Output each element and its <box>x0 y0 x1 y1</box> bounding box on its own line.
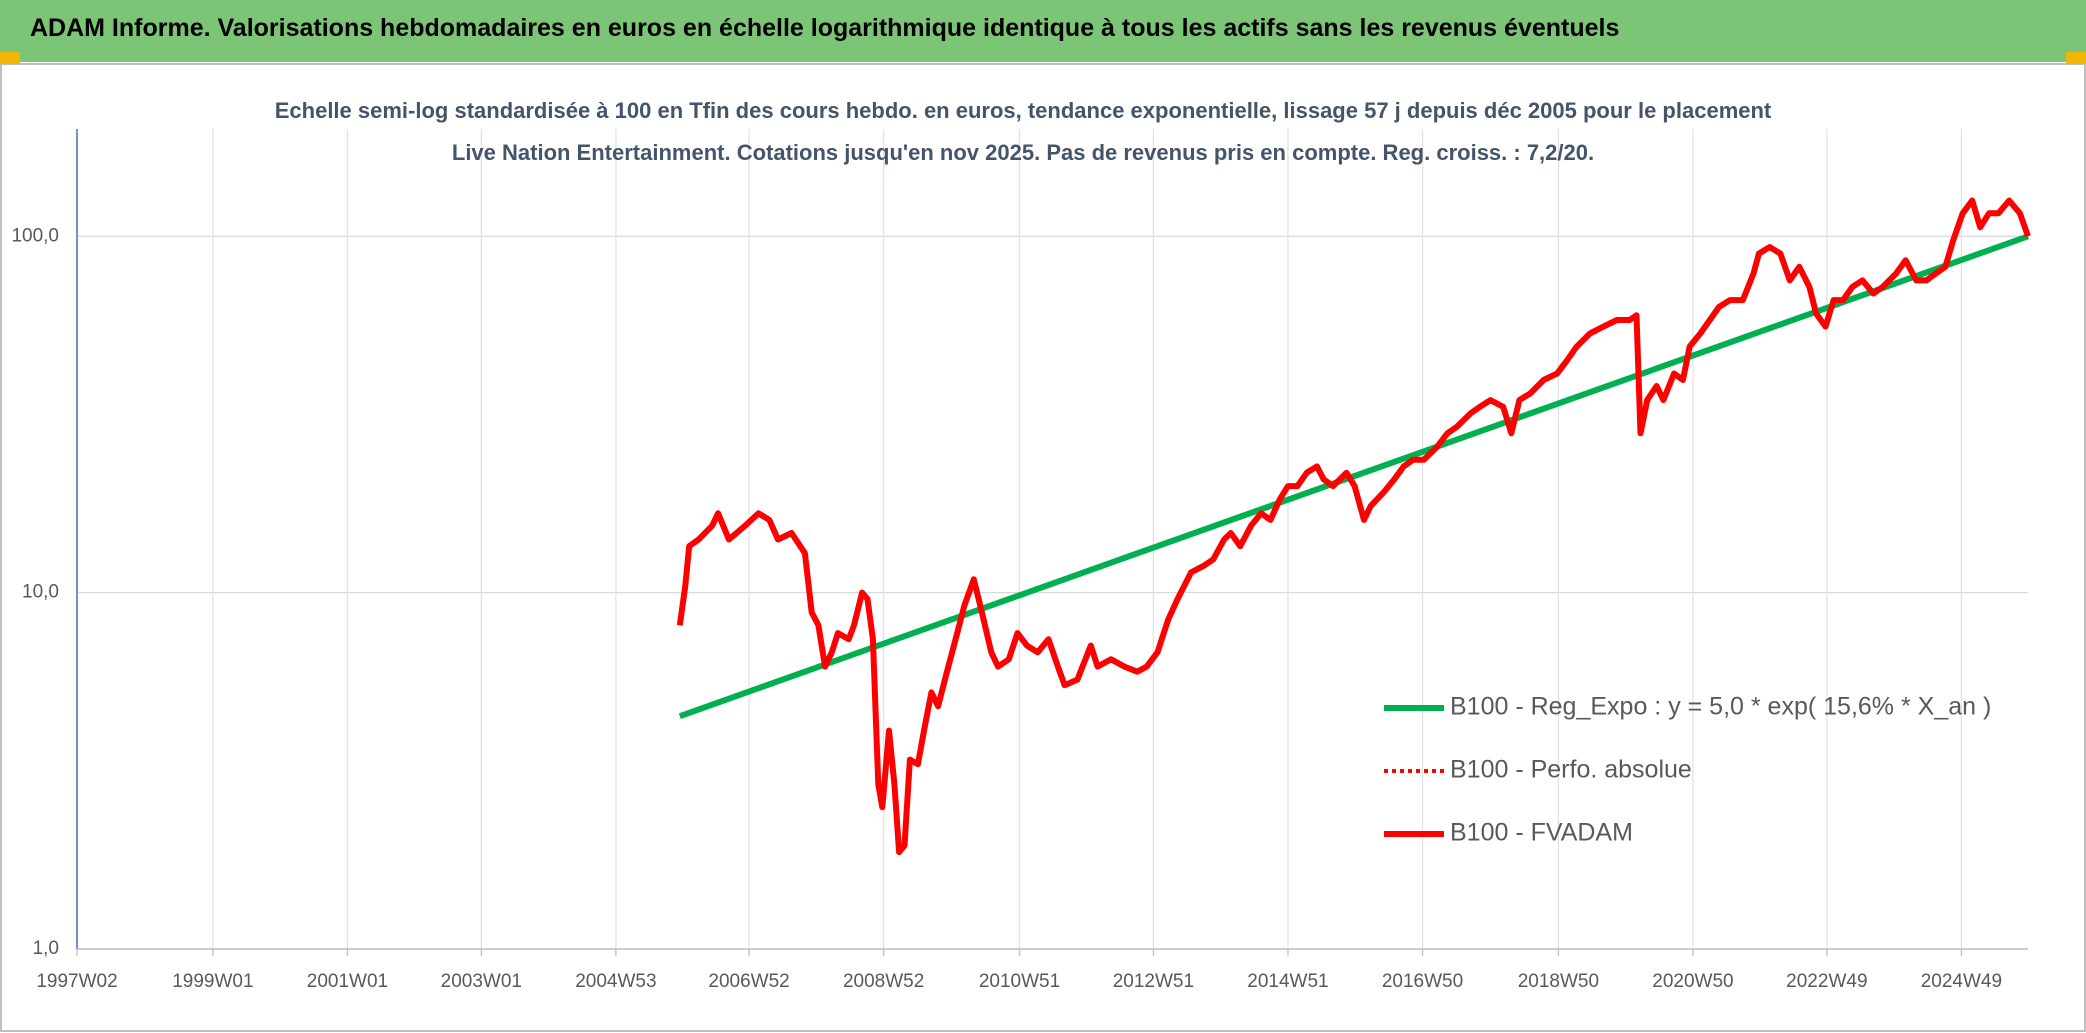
x-tick-label: 2014W51 <box>1247 971 1328 992</box>
x-tick-label: 2020W50 <box>1652 971 1733 992</box>
x-tick-label: 1999W01 <box>172 971 253 992</box>
legend-label: B100 - Reg_Expo : y = 5,0 * exp( 15,6% *… <box>1450 693 1991 721</box>
x-tick-label: 2008W52 <box>843 971 924 992</box>
chart-frame <box>0 63 2086 1032</box>
corner-mark <box>2066 52 2086 64</box>
x-tick-label: 2018W50 <box>1518 971 1599 992</box>
series-line <box>678 233 2030 720</box>
title-bar <box>0 0 2086 62</box>
x-tick-label: 2022W49 <box>1786 971 1867 992</box>
x-tick-label: 2012W51 <box>1113 971 1194 992</box>
x-tick-label: 2003W01 <box>441 971 522 992</box>
legend-label: B100 - Perfo. absolue <box>1450 756 1692 784</box>
y-tick-label: 1,0 <box>33 938 59 959</box>
y-tick-label: 10,0 <box>22 582 59 603</box>
y-tick-label: 100,0 <box>11 225 59 246</box>
x-tick-label: 2001W01 <box>307 971 388 992</box>
x-tick-label: 2024W49 <box>1921 971 2002 992</box>
x-tick-label: 1997W02 <box>36 971 117 992</box>
legend-label: B100 - FVADAM <box>1450 819 1633 847</box>
x-tick-label: 2016W50 <box>1382 971 1463 992</box>
chart-subtitle: Echelle semi-log standardisée à 100 en T… <box>274 98 1772 165</box>
corner-mark <box>0 52 20 64</box>
series-line <box>676 197 2031 856</box>
chart-title: ADAM Informe. Valorisations hebdomadaire… <box>30 14 1620 42</box>
x-tick-label: 2004W53 <box>575 971 656 992</box>
x-tick-label: 2006W52 <box>708 971 789 992</box>
x-tick-label: 2010W51 <box>979 971 1060 992</box>
